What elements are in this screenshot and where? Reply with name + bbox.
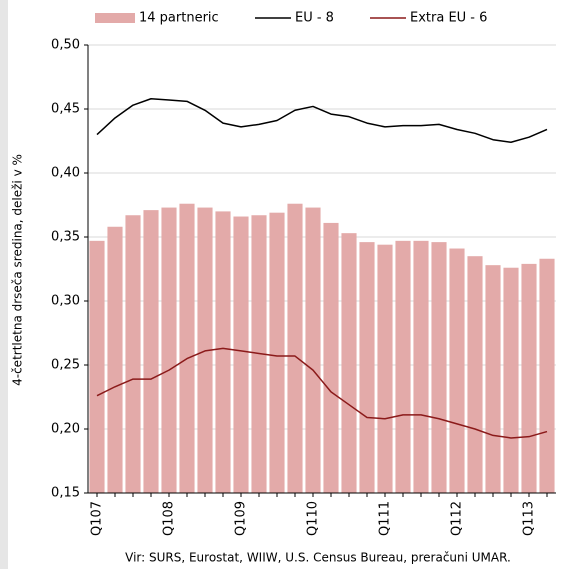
y-axis-title: 4-četrtletna drseča sredina, deleži v % (11, 154, 25, 386)
bar (467, 256, 483, 493)
bar (503, 267, 519, 493)
bar (485, 265, 501, 493)
legend-swatch (95, 13, 135, 23)
bar (161, 207, 177, 493)
bar (233, 216, 249, 493)
bar (305, 207, 321, 493)
x-tick-label: Q113 (522, 501, 537, 536)
x-tick-label: Q109 (234, 501, 249, 536)
bar (521, 263, 537, 493)
bar (323, 222, 339, 494)
legend-label: 14 partneric (139, 11, 219, 26)
y-tick-label: 0,20 (51, 422, 80, 437)
legend-label: EU - 8 (295, 11, 334, 26)
bar (431, 242, 447, 493)
bar (143, 210, 159, 493)
bar (125, 215, 141, 494)
y-tick-label: 0,30 (51, 294, 80, 309)
x-tick-label: Q112 (450, 501, 465, 536)
y-tick-label: 0,35 (51, 230, 80, 245)
x-tick-label: Q107 (90, 501, 105, 536)
bar (359, 242, 375, 493)
bar (215, 211, 231, 493)
bar (269, 212, 285, 493)
line-series (96, 347, 548, 439)
x-tick-label: Q108 (162, 501, 177, 536)
y-tick-label: 0,25 (51, 358, 80, 373)
bar (89, 240, 105, 493)
line-series (96, 98, 548, 144)
bar (449, 248, 465, 493)
x-tick-label: Q110 (306, 501, 321, 536)
source-note: Vir: SURS, Eurostat, WIIW, U.S. Census B… (125, 551, 511, 565)
y-tick-label: 0,50 (51, 38, 80, 53)
bar (287, 203, 303, 493)
bar (377, 244, 393, 493)
bar (395, 240, 411, 493)
bar (107, 226, 123, 493)
x-tick-label: Q111 (378, 501, 393, 536)
bar (179, 203, 195, 493)
y-tick-label: 0,40 (51, 166, 80, 181)
bar (539, 258, 555, 493)
side-strip (0, 0, 8, 569)
bar (413, 240, 429, 493)
y-tick-label: 0,15 (51, 486, 80, 501)
bar (341, 233, 357, 493)
y-tick-label: 0,45 (51, 102, 80, 117)
legend-label: Extra EU - 6 (410, 11, 487, 26)
